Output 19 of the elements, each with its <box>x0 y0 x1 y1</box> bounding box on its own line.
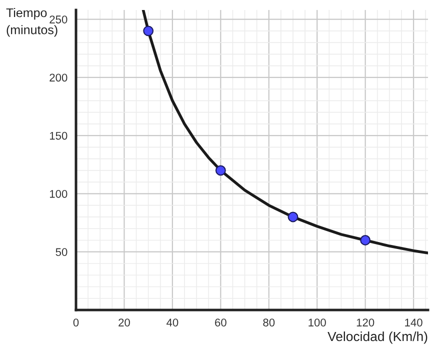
x-tick-label: 20 <box>118 318 130 326</box>
x-tick-label: 140 <box>405 318 422 326</box>
y-tick-label: 100 <box>50 190 68 198</box>
point <box>288 212 298 222</box>
x-tick-label: 120 <box>356 318 374 326</box>
x-tick-label: 60 <box>215 318 226 326</box>
y-tick-label: 50 <box>56 248 68 256</box>
y-tick-label: 250 <box>50 16 68 24</box>
x-tick-label: 40 <box>166 318 178 326</box>
y-tick-label: 200 <box>50 74 68 82</box>
line-series <box>142 10 428 254</box>
x-tick-label: 80 <box>263 318 275 326</box>
y-tick-label: 150 <box>50 132 68 140</box>
x-tick-label: 100 <box>308 318 326 326</box>
x-axis-title: Velocidad (Km/h) <box>328 331 428 344</box>
x-tick-label: 0 <box>73 318 79 326</box>
point <box>143 26 154 36</box>
point <box>360 235 371 246</box>
point <box>215 165 226 176</box>
